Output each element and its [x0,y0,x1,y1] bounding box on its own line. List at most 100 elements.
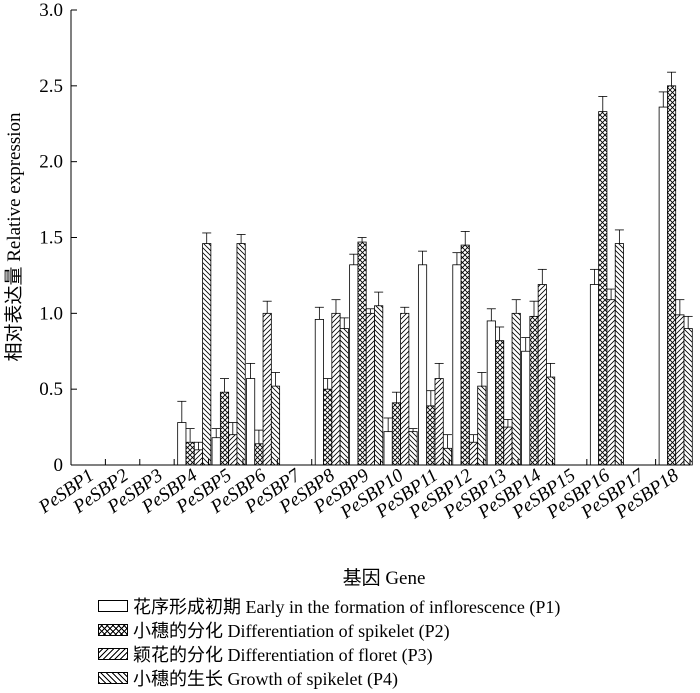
legend-label-p4: 小穗的生长 Growth of spikelet (P4) [133,669,398,689]
error-bar-PeSBP13-s2 [495,326,505,341]
error-bar-PeSBP11-s1 [418,250,428,265]
bar-PeSBP8-s4 [339,328,349,466]
bar-PeSBP6-s2 [254,443,264,466]
bar-PeSBP6-s3 [262,312,272,466]
bar-PeSBP8-s3 [331,312,341,466]
legend-item-p1: 花序形成初期 Early in the formation of inflore… [98,594,698,618]
bar-PeSBP9-s3 [365,312,375,466]
legend-item-p4: 小穗的生长 Growth of spikelet (P4) [98,666,698,690]
bar-PeSBP13-s3 [503,426,513,466]
error-bar-PeSBP4-s3 [193,441,203,450]
error-bar-PeSBP11-s3 [434,362,444,379]
bar-PeSBP5-s2 [219,391,230,466]
bar-PeSBP11-s3 [434,378,444,466]
bar-PeSBP16-s2 [598,111,608,466]
legend-label-p1: 花序形成初期 Early in the formation of inflore… [133,597,561,617]
bar-PeSBP12-s4 [477,385,487,466]
error-bar-PeSBP16-s1 [589,268,599,285]
error-bar-PeSBP13-s1 [486,308,496,321]
error-bar-PeSBP9-s3 [365,308,375,314]
error-bar-PeSBP14-s1 [521,337,531,352]
error-bar-PeSBP8-s4 [339,317,349,329]
error-bar-PeSBP18-s2 [667,71,677,86]
error-bar-PeSBP16-s4 [614,229,624,244]
error-bar-PeSBP9-s4 [374,291,384,306]
error-bar-PeSBP18-s1 [658,91,668,108]
error-bar-PeSBP12-s3 [469,434,479,443]
bar-PeSBP4-s1 [177,422,187,466]
error-bar-PeSBP13-s4 [511,299,521,314]
bar-PeSBP14-s3 [537,284,547,466]
error-bar-PeSBP10-s3 [400,306,410,314]
error-bar-PeSBP5-s2 [220,378,230,393]
bar-PeSBP16-s1 [589,284,600,466]
x-axis-title: 基因 Gene [343,567,426,589]
y-tick-label: 2.0 [39,152,63,173]
bar-PeSBP18-s2 [667,85,677,466]
bar-PeSBP12-s2 [460,244,470,466]
bar-PeSBP10-s2 [391,402,401,466]
bar-PeSBP9-s2 [357,241,367,466]
bar-PeSBP5-s3 [228,434,238,466]
bar-PeSBP11-s2 [426,405,436,466]
bar-PeSBP13-s2 [495,340,505,466]
bar-PeSBP13-s4 [511,312,521,466]
bar-PeSBP12-s3 [468,441,479,466]
error-bar-PeSBP8-s3 [331,299,341,314]
error-bar-PeSBP6-s3 [262,300,272,314]
legend-swatch-crosshatch [98,624,128,636]
legend-swatch-open [98,600,128,612]
legend-item-p3: 颖花的分化 Differentiation of floret (P3) [98,642,698,666]
bar-PeSBP18-s4 [683,328,693,466]
error-bar-PeSBP4-s2 [185,428,195,443]
bar-PeSBP16-s3 [606,299,616,466]
bar-PeSBP9-s4 [374,305,384,466]
bar-PeSBP16-s4 [614,243,624,466]
y-tick-label: 3.0 [39,0,63,21]
error-bar-PeSBP16-s3 [606,288,616,300]
error-bar-PeSBP8-s1 [314,306,324,320]
bar-PeSBP4-s2 [185,441,195,466]
error-bar-PeSBP12-s4 [477,372,487,387]
error-bar-PeSBP5-s4 [236,234,246,244]
error-bar-PeSBP4-s4 [202,232,212,244]
bar-PeSBP5-s1 [211,437,221,466]
legend-label-p2: 小穗的分化 Differentiation of spikelet (P2) [133,621,450,641]
bar-PeSBP6-s1 [246,378,256,466]
bar-PeSBP14-s2 [529,315,539,466]
bar-PeSBP6-s4 [270,385,281,466]
error-bar-PeSBP6-s4 [270,372,280,387]
error-bar-PeSBP4-s1 [177,400,187,423]
bar-PeSBP18-s1 [658,106,668,466]
error-bar-PeSBP14-s4 [546,362,556,378]
error-bar-PeSBP9-s1 [349,253,359,265]
bar-PeSBP10-s3 [400,312,410,466]
bar-PeSBP14-s4 [546,376,556,466]
bars-group [177,71,693,466]
bar-PeSBP18-s3 [675,314,685,466]
legend-label-p3: 颖花的分化 Differentiation of floret (P3) [133,645,433,665]
bar-PeSBP10-s4 [408,431,418,466]
error-bar-PeSBP5-s3 [228,422,238,435]
y-tick-label: 0.5 [39,379,63,400]
error-bar-PeSBP6-s2 [254,429,264,444]
error-bar-PeSBP6-s1 [246,362,256,379]
error-bar-PeSBP10-s1 [383,417,393,432]
legend-swatch-diag-down [98,672,128,684]
bar-chart: 00.51.01.52.02.53.0PeSBP1PeSBP2PeSBP3PeS… [3,0,693,589]
error-bar-PeSBP8-s2 [323,378,333,390]
error-bar-PeSBP10-s4 [408,428,418,432]
bar-PeSBP10-s1 [383,431,393,466]
bar-PeSBP11-s4 [442,447,452,466]
error-bar-PeSBP14-s3 [537,268,547,285]
bar-PeSBP14-s1 [521,350,531,466]
error-bar-PeSBP9-s2 [357,237,367,243]
y-tick-label: 0 [54,455,64,476]
error-bar-PeSBP14-s2 [529,300,539,317]
y-tick-label: 1.0 [39,303,63,324]
bar-PeSBP4-s3 [193,449,203,466]
error-bar-PeSBP18-s4 [683,315,693,329]
bar-PeSBP13-s1 [486,320,496,466]
error-bar-PeSBP5-s1 [211,428,221,438]
legend-item-p2: 小穗的分化 Differentiation of spikelet (P2) [98,618,698,642]
